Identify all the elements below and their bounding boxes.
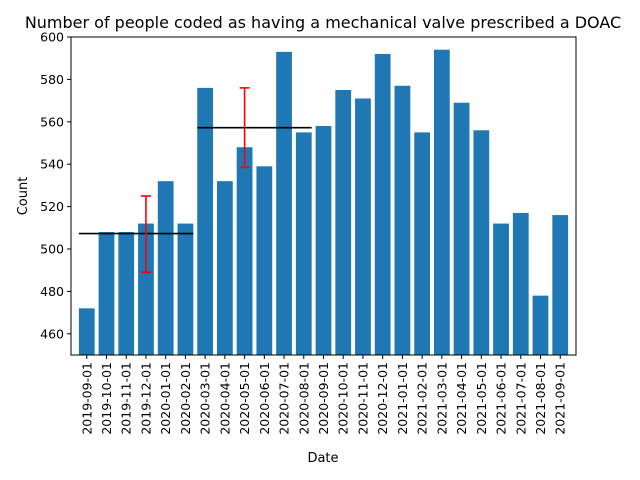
bar [394, 85, 411, 355]
bar [216, 181, 233, 355]
y-tick-label: 580 [40, 72, 64, 87]
y-tick-label: 500 [40, 242, 64, 257]
x-tick-label: 2020-03-01 [198, 362, 213, 435]
bar [157, 181, 174, 355]
x-tick-label: 2021-06-01 [494, 362, 509, 435]
x-tick-label: 2019-10-01 [99, 362, 114, 435]
y-tick-label: 480 [40, 284, 64, 299]
overlay-group [78, 87, 312, 274]
x-tick-label: 2021-03-01 [434, 362, 449, 435]
y-axis: 460 480 500 520 540 560 580 600 [40, 30, 71, 341]
x-tick-label: 2020-12-01 [375, 362, 390, 435]
y-tick-label: 560 [40, 114, 64, 129]
y-tick-label: 540 [40, 157, 64, 172]
x-tick-label: 2019-11-01 [119, 362, 134, 435]
bars-group [78, 49, 569, 356]
x-tick-label: 2019-09-01 [79, 362, 94, 435]
x-tick-label: 2020-10-01 [336, 362, 351, 435]
x-tick-label: 2020-06-01 [257, 362, 272, 435]
bar [197, 87, 214, 355]
x-tick-label: 2020-07-01 [277, 362, 292, 435]
plot-frame [70, 36, 577, 356]
y-tick-label: 460 [40, 326, 64, 341]
bar [473, 130, 490, 355]
x-tick-label: 2020-08-01 [296, 362, 311, 435]
x-tick-label: 2020-05-01 [237, 362, 252, 435]
bar [552, 215, 569, 355]
x-axis-title: Date [307, 451, 338, 466]
y-tick-label: 600 [40, 30, 64, 45]
bar [98, 232, 115, 355]
x-tick-label: 2020-01-01 [158, 362, 173, 435]
bar [315, 126, 332, 355]
y-axis-title: Count [16, 177, 31, 216]
bar [335, 90, 352, 355]
x-tick-label: 2020-02-01 [178, 362, 193, 435]
bar [512, 212, 529, 355]
x-tick-label: 2021-07-01 [513, 362, 528, 435]
bar [256, 166, 273, 355]
x-tick-label: 2020-04-01 [217, 362, 232, 435]
bar [236, 147, 253, 355]
x-axis: 2019-09-01 2019-10-01 2019-11-01 2019-12-01… [79, 355, 568, 435]
bar [355, 98, 371, 355]
bar [433, 49, 450, 355]
bar [532, 295, 549, 355]
x-tick-label: 2021-02-01 [415, 362, 430, 435]
x-tick-label: 2021-09-01 [553, 362, 568, 435]
bar [118, 232, 135, 355]
x-tick-label: 2021-04-01 [454, 362, 469, 435]
bar [78, 308, 95, 355]
bar [453, 102, 470, 355]
bar [374, 53, 391, 356]
x-tick-label: 2021-05-01 [474, 362, 489, 435]
y-tick-label: 520 [40, 199, 64, 214]
bar [493, 223, 509, 355]
x-tick-label: 2021-01-01 [395, 362, 410, 435]
bar [295, 132, 312, 355]
bar [276, 51, 292, 356]
x-tick-label: 2021-08-01 [533, 362, 548, 435]
bar [138, 223, 154, 355]
chart-title: Number of people coded as having a mecha… [25, 13, 621, 32]
x-tick-label: 2020-11-01 [355, 362, 370, 435]
x-tick-label: 2020-09-01 [316, 362, 331, 435]
bar [414, 132, 431, 355]
x-tick-label: 2019-12-01 [138, 362, 153, 435]
bar [177, 223, 194, 355]
